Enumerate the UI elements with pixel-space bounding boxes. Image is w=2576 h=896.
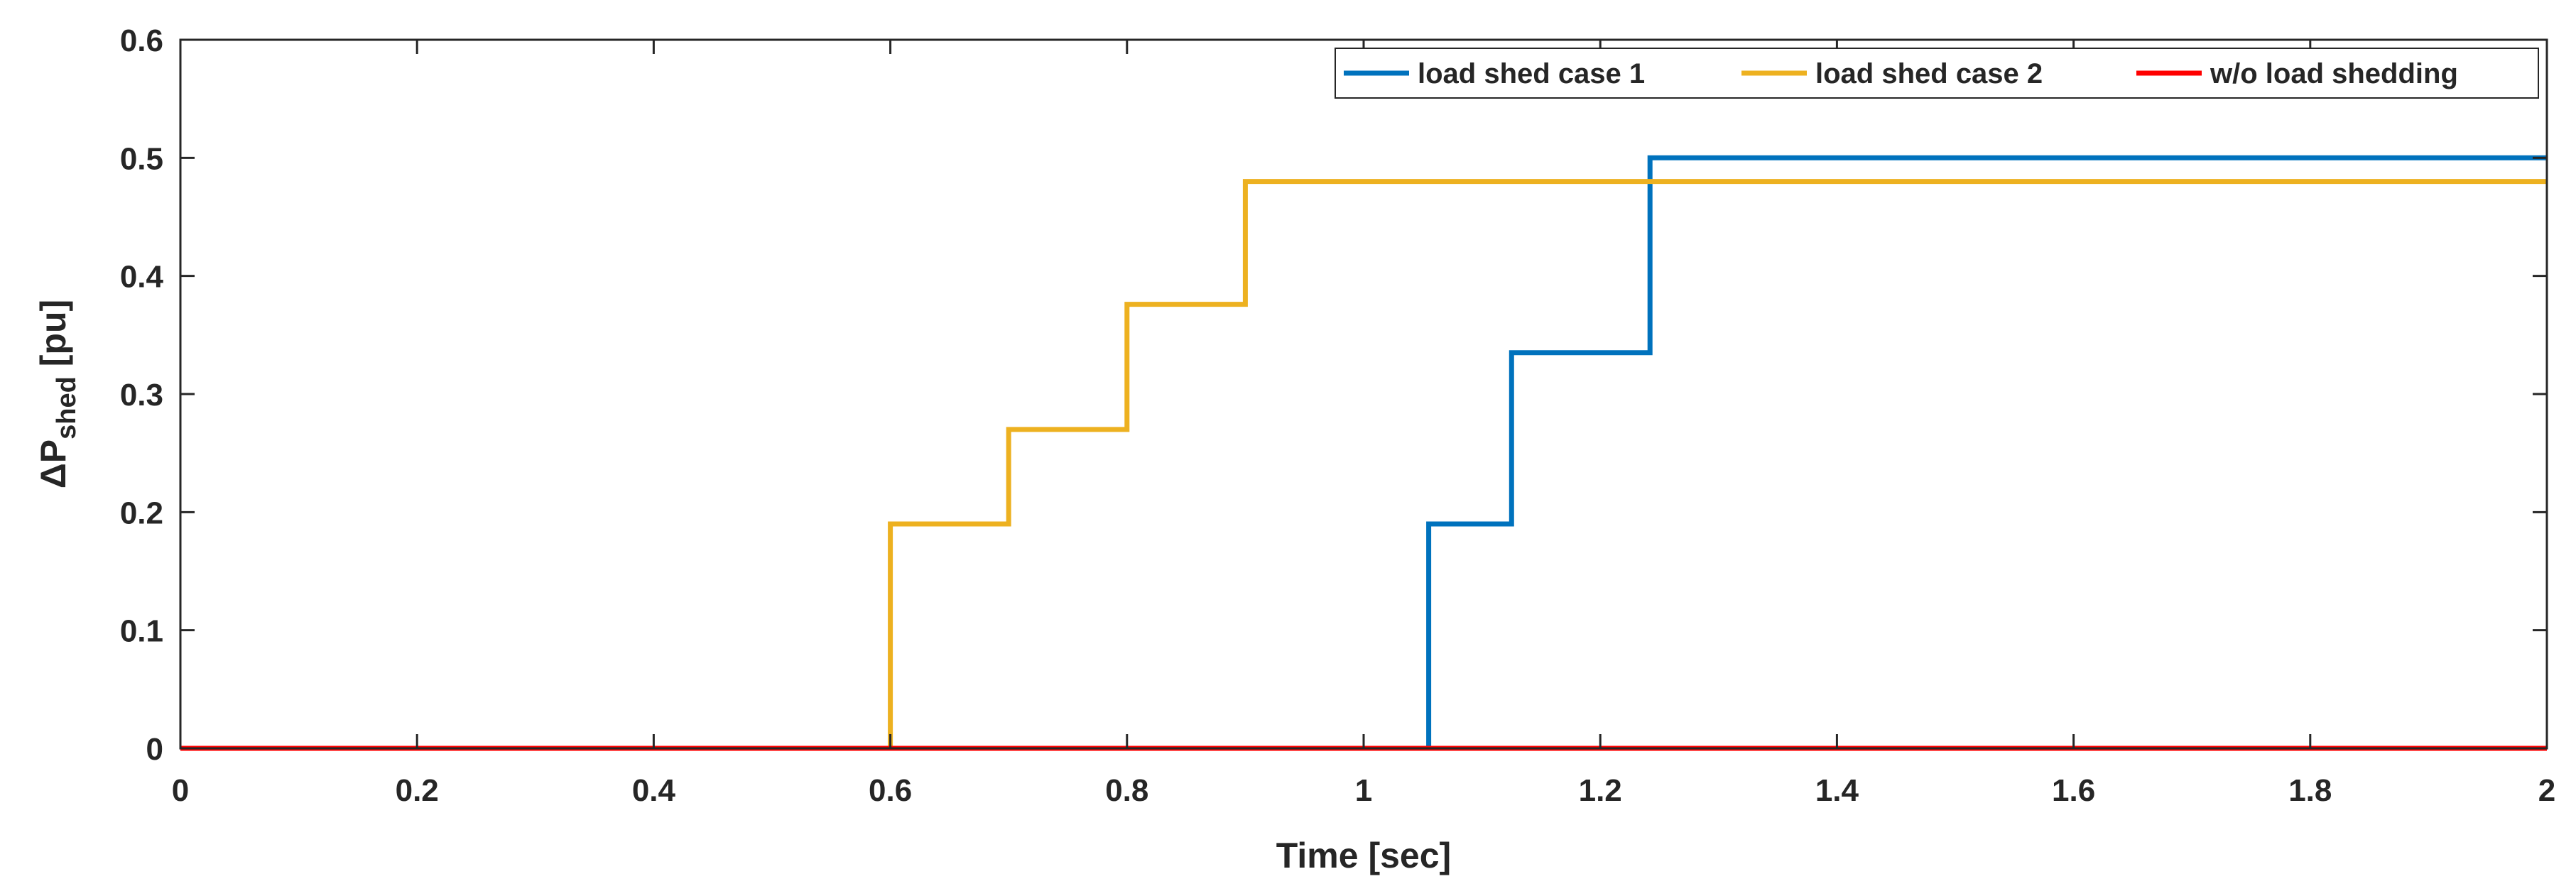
x-tick-label-3: 0.6 bbox=[869, 773, 912, 808]
x-tick-label-1: 0.2 bbox=[396, 773, 439, 808]
x-tick-label-8: 1.6 bbox=[2052, 773, 2095, 808]
legend: load shed case 1 load shed case 2 w/o load… bbox=[1335, 48, 2539, 99]
plot-frame bbox=[179, 38, 2548, 750]
x-tick-label-5: 1 bbox=[1355, 773, 1372, 808]
y-axis-title-unit: [pu] bbox=[33, 300, 73, 376]
x-tick-label-7: 1.4 bbox=[1815, 773, 1859, 808]
x-tick-label-2: 0.4 bbox=[632, 773, 676, 808]
legend-label-2: load shed case 2 bbox=[1815, 58, 2043, 89]
y-tick-label-5: 0.5 bbox=[120, 141, 163, 176]
x-axis-title: Time [sec] bbox=[1276, 836, 1451, 875]
legend-box bbox=[1335, 48, 2539, 99]
y-tick-label-0: 0 bbox=[146, 732, 163, 767]
y-tick-label-1: 0.1 bbox=[120, 614, 163, 649]
x-tick-label-6: 1.2 bbox=[1579, 773, 1622, 808]
x-tick-label-9: 1.8 bbox=[2288, 773, 2332, 808]
y-tick-labels: 0 0.1 0.2 0.3 0.4 0.5 0.6 bbox=[120, 23, 164, 767]
x-tick-label-0: 0 bbox=[172, 773, 189, 808]
legend-label-1: load shed case 1 bbox=[1418, 58, 1645, 89]
legend-label-3: w/o load shedding bbox=[2210, 58, 2458, 89]
y-axis-title: ΔPshed [pu] bbox=[33, 300, 82, 488]
y-tick-label-2: 0.2 bbox=[120, 496, 163, 530]
y-axis-title-main: ΔP bbox=[33, 439, 73, 488]
plot-area bbox=[180, 40, 2547, 748]
y-tick-label-6: 0.6 bbox=[120, 23, 163, 58]
x-tick-label-4: 0.8 bbox=[1105, 773, 1148, 808]
y-tick-label-3: 0.3 bbox=[120, 378, 163, 413]
x-tick-labels: 0 0.2 0.4 0.6 0.8 1 1.2 1.4 1.6 1.8 2 bbox=[172, 773, 2555, 808]
y-tick-label-4: 0.4 bbox=[120, 260, 164, 295]
series-line-2 bbox=[180, 179, 2547, 751]
series-line-1 bbox=[180, 155, 2547, 751]
legend-items: load shed case 1 load shed case 2 w/o load… bbox=[1344, 58, 2458, 89]
ticks-layer bbox=[179, 38, 2548, 750]
x-tick-label-10: 2 bbox=[2538, 773, 2555, 808]
y-axis-title-subscript: shed bbox=[52, 376, 82, 439]
